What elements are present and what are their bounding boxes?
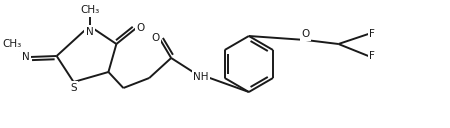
Text: N: N (22, 52, 30, 62)
Text: O: O (151, 33, 159, 43)
Text: N: N (86, 27, 94, 37)
Text: F: F (369, 51, 375, 61)
Text: S: S (70, 83, 77, 93)
Text: NH: NH (193, 72, 208, 82)
Text: F: F (369, 29, 375, 39)
Text: O: O (302, 29, 310, 39)
Text: O: O (136, 23, 144, 33)
Text: CH₃: CH₃ (80, 5, 99, 15)
Text: CH₃: CH₃ (2, 39, 22, 49)
